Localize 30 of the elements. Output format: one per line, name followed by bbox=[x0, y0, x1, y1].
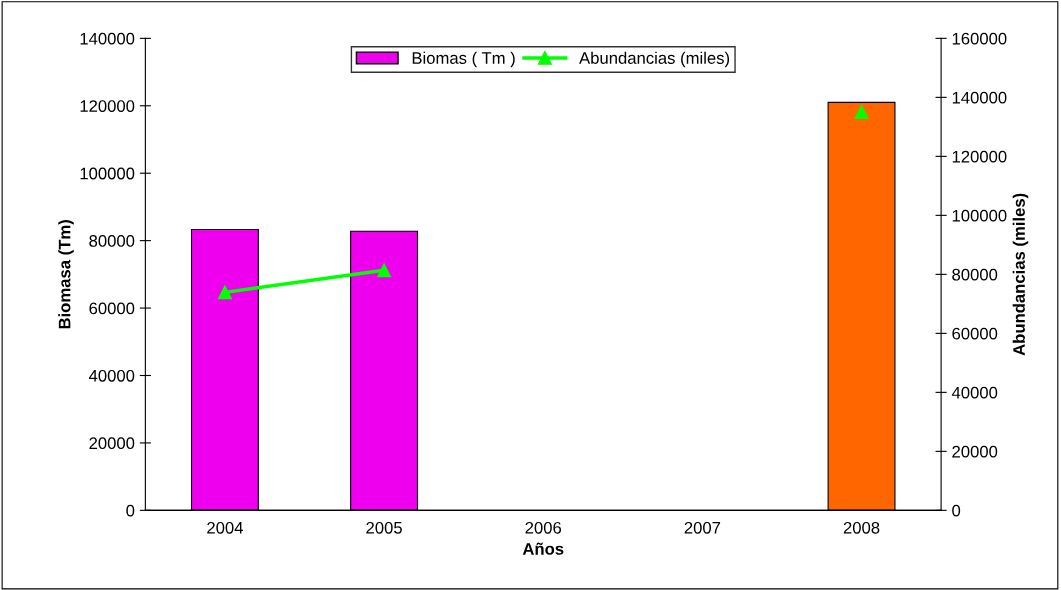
y2-tick-label: 140000 bbox=[952, 91, 1007, 104]
legend-label: Biomas ( Tm ) bbox=[412, 51, 515, 68]
x-tick-label: 2004 bbox=[207, 521, 243, 534]
y2-tick-label: 120000 bbox=[952, 150, 1007, 163]
x-tick-label: 2005 bbox=[366, 521, 402, 534]
point bbox=[854, 105, 869, 120]
y-tick-label: 100000 bbox=[80, 167, 135, 180]
y2-tick-label: 20000 bbox=[952, 445, 998, 458]
x-tick-label: 2008 bbox=[843, 521, 880, 534]
y-tick-label: 80000 bbox=[89, 235, 135, 247]
y2-axis-title: Abundancias (miles) bbox=[1012, 193, 1029, 356]
x-axis-title: Años bbox=[522, 542, 564, 555]
y-tick-label: 60000 bbox=[89, 302, 135, 315]
legend-label: Abundancias (miles) bbox=[579, 51, 730, 68]
x-tick-label: 2006 bbox=[525, 521, 562, 534]
y2-tick-label: 160000 bbox=[952, 32, 1007, 45]
y-tick-label: 0 bbox=[126, 504, 135, 517]
y2-tick-label: 80000 bbox=[952, 268, 998, 281]
y2-tick-label: 100000 bbox=[952, 209, 1007, 222]
point bbox=[377, 263, 392, 278]
y-tick-label: 120000 bbox=[80, 100, 135, 112]
y2-tick-label: 60000 bbox=[952, 327, 998, 340]
y-tick-label: 140000 bbox=[80, 32, 135, 45]
y-axis-title: Biomasa (Tm) bbox=[58, 220, 74, 329]
y2-tick-label: 0 bbox=[952, 504, 961, 517]
y2-tick-label: 40000 bbox=[951, 386, 998, 399]
y-tick-label: 40000 bbox=[88, 369, 135, 382]
point bbox=[217, 285, 232, 300]
y-tick-label: 20000 bbox=[89, 437, 135, 450]
x-tick-label: 2007 bbox=[684, 521, 721, 534]
